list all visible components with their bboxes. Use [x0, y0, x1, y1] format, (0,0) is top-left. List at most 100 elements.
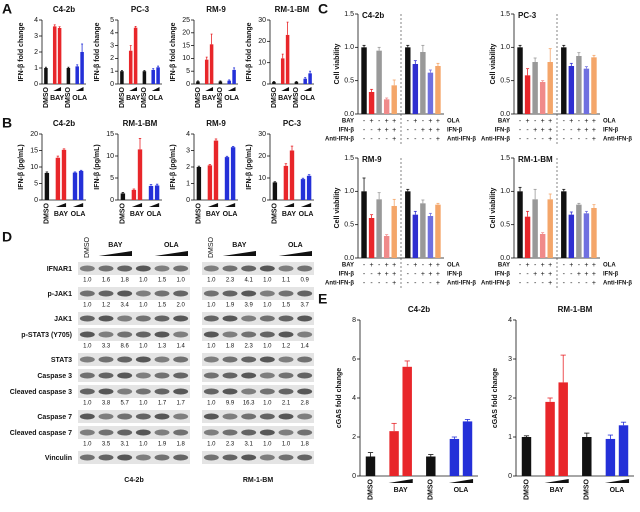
- treatment-label: Anti-IFN-β: [481, 281, 510, 287]
- bar: [391, 85, 397, 114]
- treatment-sign: -: [578, 136, 581, 143]
- treatment-sign: -: [519, 136, 522, 143]
- treatment-sign: +: [533, 271, 537, 278]
- treatment-sign: -: [422, 280, 425, 287]
- treatment-sign: +: [592, 271, 596, 278]
- blot-band: [173, 315, 189, 322]
- y-tick-label: 0: [34, 81, 38, 88]
- bar: [365, 456, 376, 476]
- bar: [289, 150, 295, 200]
- blot-band: [222, 331, 238, 338]
- blot-band: [222, 290, 238, 297]
- blot-label: Cleaved caspase 3: [10, 389, 72, 396]
- treatment-sign: +: [413, 262, 417, 269]
- y-tick-label: 0: [110, 81, 114, 88]
- blot-band: [79, 454, 95, 461]
- y-tick-label: 1.0: [500, 188, 510, 195]
- blot-strip: [202, 328, 314, 341]
- blot-band: [117, 356, 133, 363]
- blot-band: [79, 413, 95, 420]
- treatment-sign: -: [534, 118, 537, 125]
- group-label: DMSO: [523, 478, 530, 500]
- group-label: BAY: [130, 211, 144, 218]
- blot-band: [259, 356, 275, 363]
- blot-strip: [202, 353, 314, 366]
- bar: [196, 167, 202, 200]
- blot-band: [135, 454, 151, 461]
- treatment-sign: -: [534, 280, 537, 287]
- y-tick-label: 1.5: [344, 155, 354, 162]
- blot-band: [117, 265, 133, 272]
- treatment-sign: +: [584, 271, 588, 278]
- treatment-sign: -: [385, 136, 388, 143]
- blot-band: [135, 331, 151, 338]
- bar: [383, 236, 390, 258]
- blot-label: IFNAR1: [47, 266, 72, 273]
- bar: [230, 147, 236, 200]
- quant-value: 1.7: [176, 401, 185, 407]
- treatment-label: Anti-IFN-β: [325, 137, 354, 143]
- y-tick-label: 0.0: [344, 255, 354, 262]
- treatment-sign: -: [519, 262, 522, 269]
- quant-value: 2.0: [176, 303, 185, 309]
- panel-label: B: [2, 115, 12, 131]
- treatment-label: BAY: [342, 263, 354, 269]
- chart-title: RM-1-BM: [558, 305, 593, 314]
- treatment-sign: -: [519, 127, 522, 134]
- dose-wedge: [98, 251, 132, 256]
- treatment-sign: +: [428, 271, 432, 278]
- treatment-sign: +: [436, 271, 440, 278]
- chart-title: RM-1-BM: [518, 155, 553, 164]
- bar: [209, 44, 214, 84]
- group-label: OLA: [454, 487, 469, 494]
- bar: [524, 75, 531, 114]
- y-axis-label: cGAS fold change: [492, 368, 499, 428]
- group-label: OLA: [72, 95, 87, 102]
- lane-label: OLA: [288, 242, 303, 249]
- y-tick-label: 15: [182, 42, 190, 49]
- bar: [539, 234, 546, 258]
- y-tick-label: 3: [110, 42, 114, 49]
- blot-band: [241, 290, 257, 297]
- bar: [545, 401, 555, 476]
- blot-band: [135, 388, 151, 395]
- blot-strip: [78, 369, 190, 382]
- blot-band: [259, 265, 275, 272]
- quant-value: 9.9: [226, 401, 235, 407]
- treatment-sign: +: [428, 127, 432, 134]
- y-tick-label: 15: [106, 131, 114, 138]
- blot-band: [154, 331, 170, 338]
- treatment-sign: -: [570, 280, 573, 287]
- dose-wedge: [222, 251, 256, 256]
- treatment-sign: -: [526, 280, 529, 287]
- treatment-sign: +: [584, 127, 588, 134]
- blot-band: [222, 372, 238, 379]
- quant-value: 1.0: [207, 344, 216, 350]
- blot-band: [117, 331, 133, 338]
- bar: [120, 193, 126, 200]
- treatment-sign: +: [592, 136, 596, 143]
- quant-value: 1.0: [207, 401, 216, 407]
- blot-band: [154, 315, 170, 322]
- group-label: BAY: [394, 487, 408, 494]
- blot-band: [135, 290, 151, 297]
- bar: [376, 50, 382, 114]
- blot-band: [278, 372, 294, 379]
- panel-label: D: [2, 229, 12, 245]
- blot-band: [117, 413, 133, 420]
- y-tick-label: 0: [186, 197, 190, 204]
- bar: [576, 204, 582, 258]
- blot-band: [154, 413, 170, 420]
- y-axis-label: IFN-β fold change: [18, 22, 25, 81]
- blot-band: [173, 454, 189, 461]
- blot-band: [222, 265, 238, 272]
- treatment-sign: +: [577, 271, 581, 278]
- bar: [303, 78, 307, 84]
- dose-wedge: [207, 203, 219, 207]
- treatment-sign: +: [377, 127, 381, 134]
- y-axis-label: IFN-β fold change: [170, 22, 177, 81]
- bar: [435, 204, 441, 258]
- bar: [405, 191, 411, 258]
- y-axis-label: Cell viability: [334, 43, 341, 84]
- blot-strip: [78, 410, 190, 423]
